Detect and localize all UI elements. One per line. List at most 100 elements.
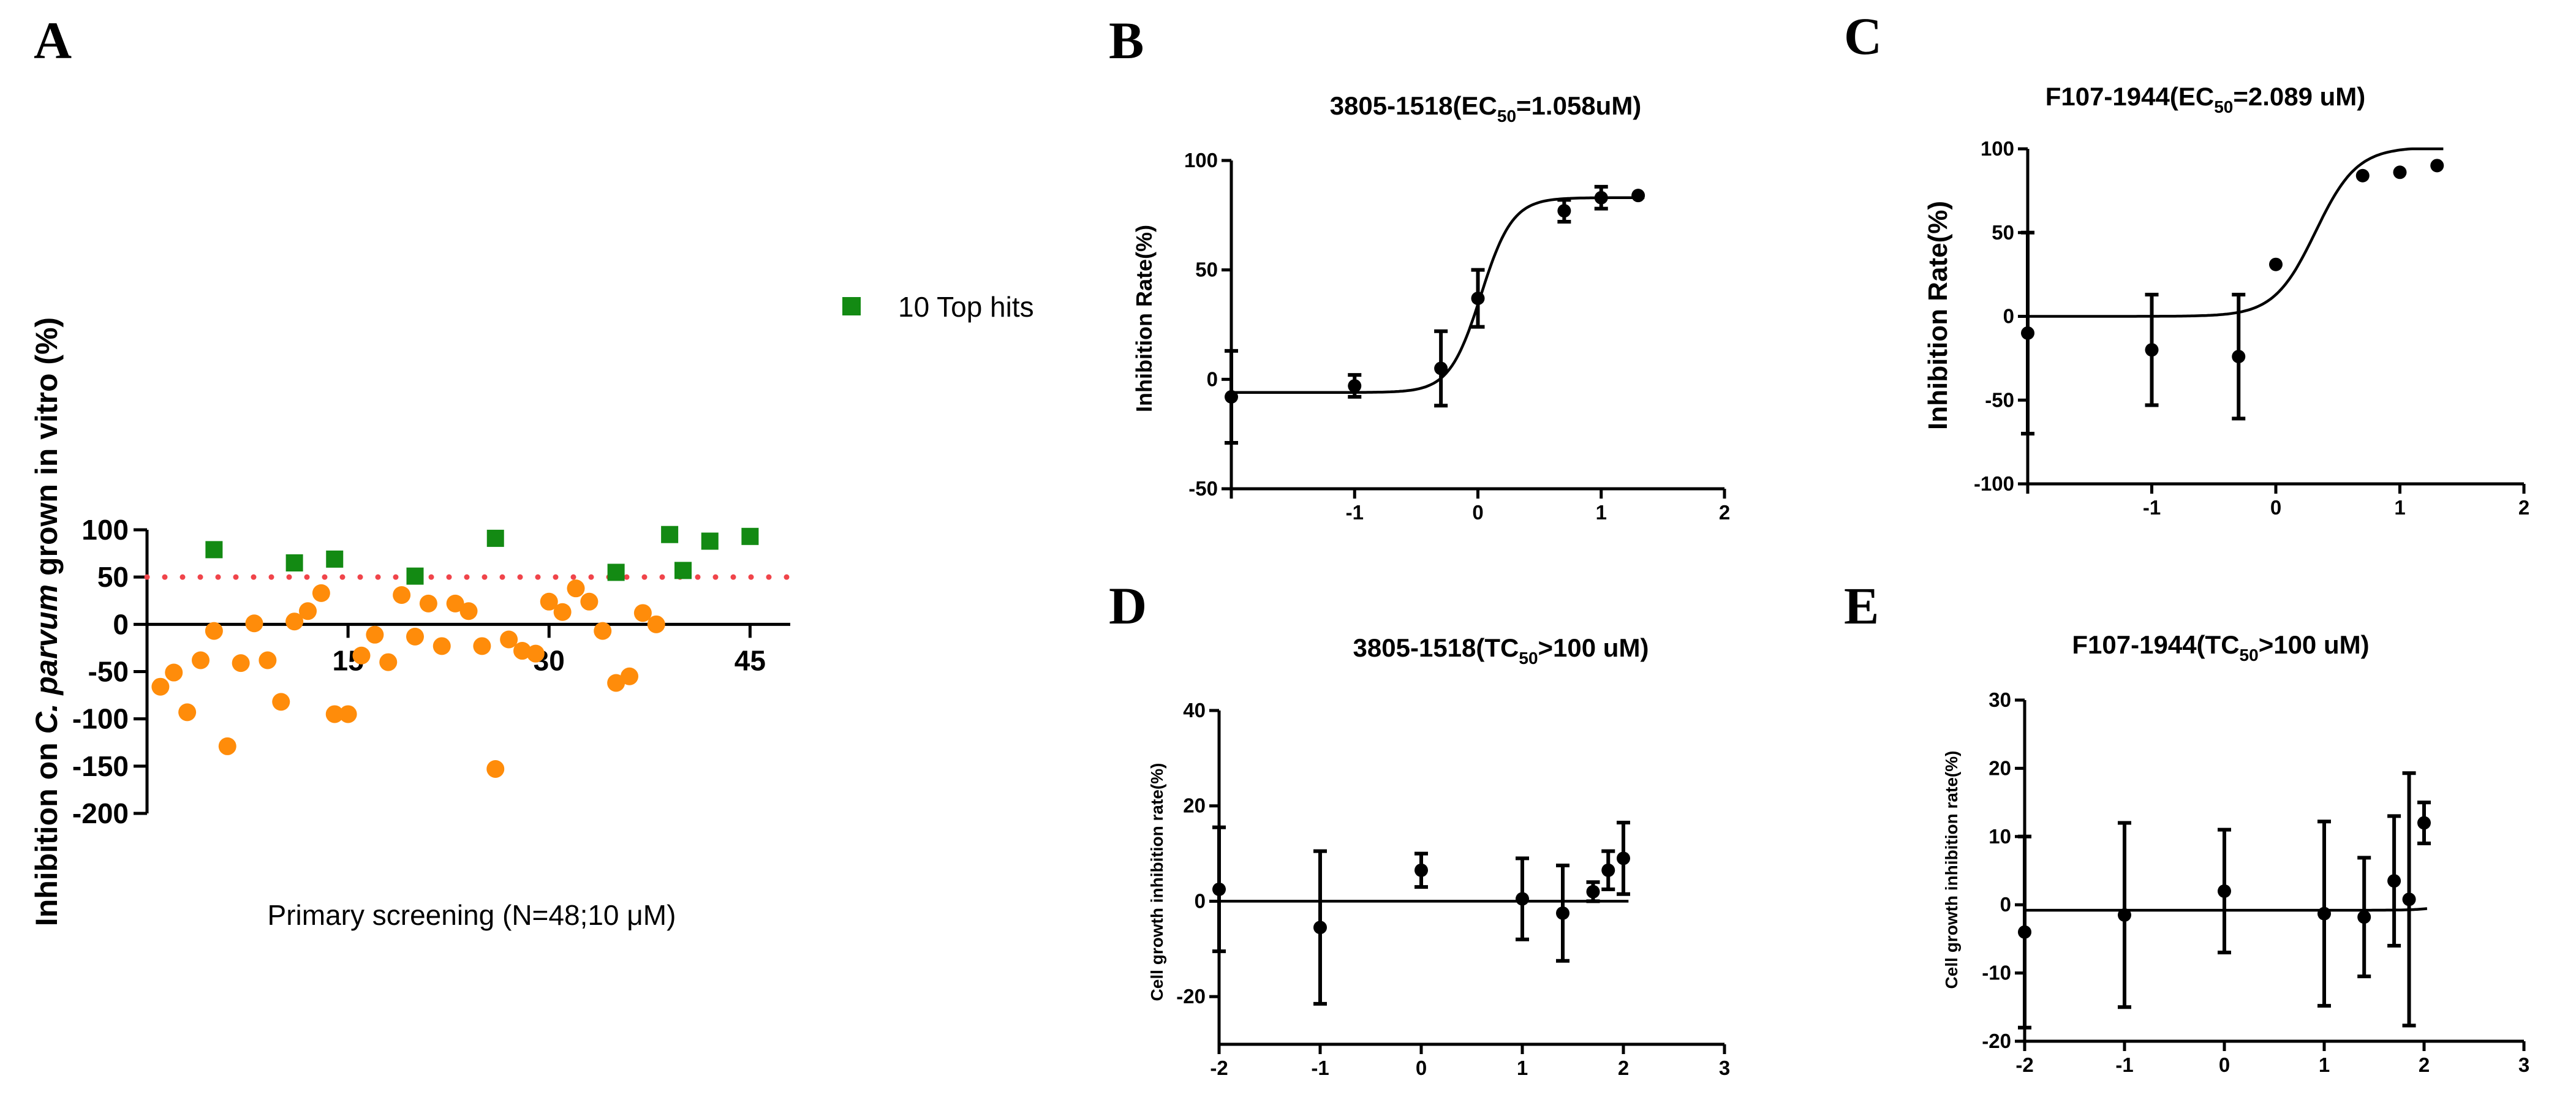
screening-point (245, 614, 263, 633)
screening-point (352, 646, 371, 665)
panel-c-ylabel: Inhibition Rate(%) (1923, 201, 1953, 430)
screening-point (621, 667, 638, 685)
panel-d-ytick-label: 0 (1195, 889, 1206, 912)
top-hit-point (326, 550, 344, 568)
panel-e-ylabel: Cell growth inhibition rate(%) (1942, 751, 1961, 989)
panel-letter-d: D (1109, 576, 1147, 635)
panel-c-data-point (2355, 168, 2370, 183)
panel-c-ytick-label: -100 (1974, 472, 2014, 495)
screening-point (393, 586, 411, 604)
panel-e-xtick-label: 1 (2319, 1053, 2330, 1076)
screening-point (259, 651, 277, 669)
panel-d-ylabel: Cell growth inhibition rate(%) (1147, 763, 1166, 1001)
screening-point (607, 674, 625, 692)
panel-c-data-point (2145, 343, 2159, 357)
panel-d-data-point (1415, 863, 1428, 877)
screening-point (218, 737, 236, 755)
legend-swatch-top-hits (842, 297, 861, 315)
screening-point (406, 627, 424, 646)
panel-c-xtick-label: 1 (2394, 496, 2405, 519)
top-hit-point (205, 541, 223, 559)
panel-a: A Inhibition on C. parvum grown in vitro… (29, 11, 1034, 931)
panel-c-ytick-label: 50 (1992, 221, 2014, 244)
screening-point (232, 654, 250, 673)
screening-point (366, 625, 384, 644)
panel-c-ytick-label: -50 (1985, 388, 2014, 411)
panel-e-xtick-label: 2 (2419, 1053, 2430, 1076)
panel-c-xtick-label: -1 (2143, 496, 2161, 519)
panel-b-xtick-label: 0 (1472, 501, 1483, 524)
panel-a-ytick-label: -150 (72, 750, 129, 782)
screening-point (151, 677, 170, 696)
panel-e: E F107-1944(TC50>100 uM) Cell growth inh… (1844, 576, 2529, 1076)
panel-c-xtick-label: 2 (2518, 496, 2529, 519)
panel-d-ytick-label: 40 (1183, 699, 1206, 722)
panel-a-ylabel: Inhibition on C. parvum grown in vitro (… (29, 317, 64, 926)
panel-e-title: F107-1944(TC50>100 uM) (2072, 630, 2369, 665)
panel-e-xtick-label: -2 (2015, 1053, 2033, 1076)
screening-point (540, 592, 558, 611)
panel-d-ytick-label: 20 (1183, 794, 1206, 817)
panel-c-data-point (2021, 326, 2034, 340)
screening-point (580, 592, 599, 611)
screening-point (178, 703, 197, 722)
panel-d-xtick-label: 2 (1618, 1057, 1629, 1079)
panel-e-data-point (2317, 906, 2331, 921)
panel-e-data-point (2402, 892, 2416, 906)
screening-point (205, 622, 223, 640)
panel-d-data-point (1313, 921, 1327, 935)
panel-e-ytick-label: 20 (1989, 756, 2011, 779)
panel-a-points (151, 526, 759, 778)
top-hit-point (285, 554, 303, 572)
panel-b-xtick-label: -1 (1346, 501, 1364, 524)
panel-e-ytick-label: 30 (1989, 688, 2011, 711)
panel-a-ytick-label: 50 (97, 561, 129, 593)
screening-point (379, 653, 398, 671)
top-hit-point (674, 562, 692, 579)
panel-d-xtick-label: -2 (1210, 1057, 1228, 1079)
top-hit-point (741, 527, 759, 545)
panel-d-data-point (1617, 851, 1630, 865)
panel-b-ytick-label: 50 (1195, 258, 1218, 281)
panel-a-ytick-label: -200 (72, 797, 129, 829)
panel-e-xtick-label: 3 (2518, 1053, 2529, 1076)
panel-letter-e: E (1844, 576, 1879, 635)
top-hit-point (661, 526, 679, 543)
panel-e-data-point (2018, 925, 2031, 939)
screening-point (473, 637, 491, 655)
panel-a-ytick-label: -100 (72, 703, 129, 735)
panel-d-xtick-label: -1 (1311, 1057, 1329, 1079)
panel-c-data-point (2393, 165, 2407, 179)
panel-c-data-point (2269, 257, 2283, 271)
screening-point (339, 705, 357, 723)
screening-point (432, 637, 451, 655)
panel-b-xtick-label: 2 (1719, 501, 1730, 524)
panel-d-data-point (1556, 906, 1569, 920)
panel-b: B 3805-1518(EC50=1.058uM) Inhibition Rat… (1109, 11, 1730, 524)
screening-point (285, 612, 304, 631)
panel-a-ytick-label: -50 (88, 656, 129, 688)
panel-d: D 3805-1518(TC50>100 uM) Cell growth inh… (1109, 576, 1730, 1079)
panel-b-data-point (1434, 361, 1448, 375)
panel-b-plot: -50 0 50 100 -1 0 1 2 (1184, 149, 1730, 524)
panel-d-xtick-label: 0 (1416, 1057, 1427, 1079)
panel-e-xtick-label: -1 (2115, 1053, 2133, 1076)
screening-point (459, 602, 478, 620)
screening-point (486, 759, 505, 778)
panel-e-data-point (2417, 816, 2431, 830)
panel-letter-b: B (1109, 11, 1144, 70)
screening-point (419, 594, 437, 612)
screening-point (325, 705, 344, 723)
panel-b-data-point (1594, 190, 1608, 205)
panel-c-data-point (2232, 350, 2246, 364)
screening-point (192, 651, 210, 669)
panel-d-xtick-label: 1 (1517, 1057, 1528, 1079)
panel-a-xtick-label: 45 (735, 644, 766, 676)
panel-a-ytick-label: 0 (113, 608, 129, 640)
panel-b-data-point (1631, 189, 1645, 203)
panel-letter-c: C (1844, 7, 1882, 66)
panel-c: C F107-1944(EC50=2.089 uM) Inhibition Ra… (1844, 7, 2529, 519)
panel-d-data-point (1516, 892, 1529, 906)
